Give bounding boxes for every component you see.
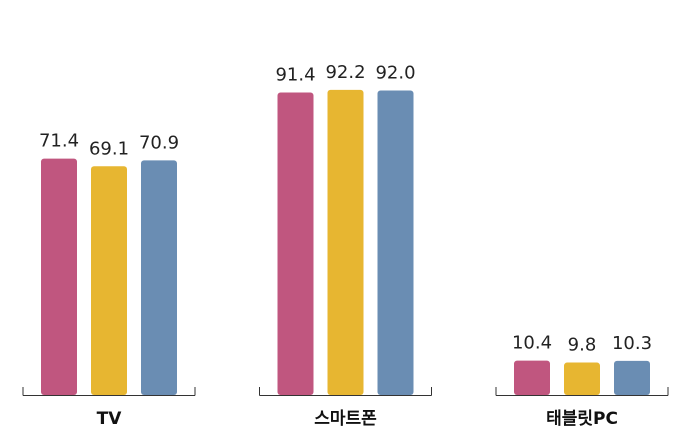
value-label: 71.4	[39, 131, 79, 152]
x-tick-label: 스마트폰	[314, 409, 377, 429]
value-label: 10.4	[512, 333, 552, 354]
value-label: 9.8	[568, 335, 597, 356]
bar	[614, 360, 650, 395]
bar	[277, 92, 314, 395]
bar	[564, 362, 600, 395]
value-label: 92.2	[325, 62, 365, 83]
bar	[377, 90, 414, 395]
x-tick-label: 태블릿PC	[546, 409, 618, 429]
value-label: 91.4	[275, 64, 315, 85]
value-label: 69.1	[89, 138, 129, 159]
bar	[41, 158, 77, 395]
bar	[141, 160, 177, 395]
value-label: 10.3	[612, 333, 652, 354]
value-label: 70.9	[139, 132, 179, 153]
bar	[514, 360, 550, 395]
value-label: 92.0	[375, 62, 415, 83]
x-tick-label: TV	[97, 409, 123, 429]
bar	[91, 166, 127, 395]
bar	[327, 89, 364, 396]
